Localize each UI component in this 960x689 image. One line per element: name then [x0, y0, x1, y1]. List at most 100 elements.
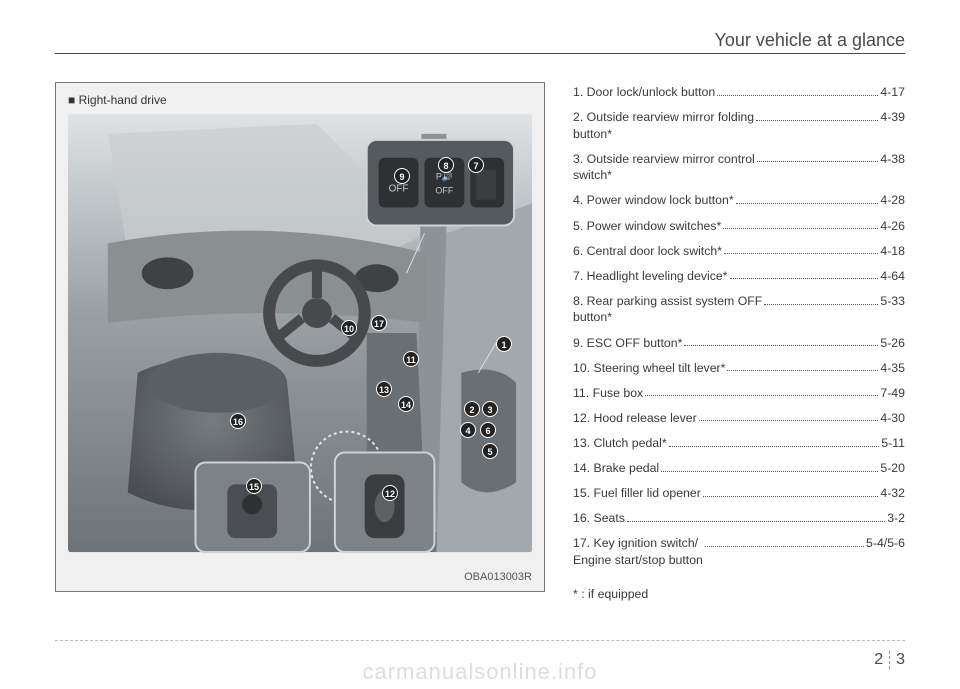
item-page: 4-18: [880, 243, 905, 260]
callout-marker: 16: [230, 413, 246, 429]
item-page: 4-30: [880, 410, 905, 427]
leader-dots: [705, 535, 864, 547]
leader-dots: [723, 218, 878, 230]
item-page: 4-39: [880, 109, 905, 142]
leader-dots: [724, 243, 878, 255]
page-number-separator: [889, 651, 890, 669]
list-item: 15. Fuel filler lid opener 4-32: [573, 485, 905, 502]
leader-dots: [684, 335, 878, 347]
leader-dots: [699, 410, 879, 422]
item-text: 6. Central door lock switch*: [573, 243, 722, 260]
callout-marker: 6: [480, 422, 496, 438]
item-page: 4-28: [880, 192, 905, 209]
interior-illustration: OFF P🔊 OFF 7891017111: [68, 113, 532, 553]
equipped-footnote: * : if equipped: [573, 586, 905, 603]
list-item: 13. Clutch pedal* 5-11: [573, 435, 905, 452]
list-item: 10. Steering wheel tilt lever* 4-35: [573, 360, 905, 377]
list-item: 7. Headlight leveling device* 4-64: [573, 268, 905, 285]
item-text: 5. Power window switches*: [573, 218, 721, 235]
list-item: 2. Outside rearview mirror folding butto…: [573, 109, 905, 142]
callout-marker: 17: [371, 315, 387, 331]
item-text: 11. Fuse box: [573, 385, 643, 402]
section-number: 2: [874, 651, 883, 669]
reference-list: 1. Door lock/unlock button 4-17 2. Outside…: [573, 82, 905, 603]
item-page: 4-35: [880, 360, 905, 377]
callout-marker: 10: [341, 320, 357, 336]
callout-marker: 8: [438, 157, 454, 173]
list-item: 12. Hood release lever 4-30: [573, 410, 905, 427]
item-text: 9. ESC OFF button*: [573, 335, 682, 352]
leader-dots: [757, 151, 879, 163]
leader-dots: [756, 109, 878, 121]
item-text: 15. Fuel filler lid opener: [573, 485, 701, 502]
figure-code: OBA013003R: [464, 571, 532, 583]
callout-marker: 13: [376, 381, 392, 397]
item-page: 7-49: [880, 385, 905, 402]
item-page: 4-26: [880, 218, 905, 235]
item-page: 5-11: [881, 435, 905, 452]
item-text: 1. Door lock/unlock button: [573, 84, 715, 101]
callout-marker: 15: [246, 478, 262, 494]
list-item: 11. Fuse box 7-49: [573, 385, 905, 402]
page-header: Your vehicle at a glance: [55, 30, 905, 54]
list-item: 3. Outside rearview mirror control switc…: [573, 151, 905, 184]
list-item: 16. Seats 3-2: [573, 510, 905, 527]
list-item: 5. Power window switches* 4-26: [573, 218, 905, 235]
leader-dots: [645, 385, 878, 397]
watermark-text: carmanualsonline.info: [0, 659, 960, 685]
figure-container: ■ Right-hand drive: [55, 82, 545, 592]
list-item: 4. Power window lock button* 4-28: [573, 192, 905, 209]
list-item: 8. Rear parking assist system OFF button…: [573, 293, 905, 326]
callout-marker: 12: [382, 485, 398, 501]
leader-dots: [627, 510, 885, 522]
content-row: ■ Right-hand drive: [55, 82, 905, 603]
list-item: 17. Key ignition switch/ Engine start/st…: [573, 535, 905, 568]
page-index: 3: [896, 651, 905, 669]
callout-marker: 3: [482, 401, 498, 417]
callout-marker: 7: [468, 157, 484, 173]
leader-dots: [730, 268, 879, 280]
item-page: 5-20: [880, 460, 905, 477]
item-page: 4-32: [880, 485, 905, 502]
item-text: 10. Steering wheel tilt lever*: [573, 360, 725, 377]
callout-marker: 9: [394, 168, 410, 184]
leader-dots: [717, 84, 878, 96]
page-number: 2 3: [874, 651, 905, 669]
marker-layer: 7891017111314161234651512: [68, 113, 532, 553]
leader-dots: [661, 460, 878, 472]
list-item: 1. Door lock/unlock button 4-17: [573, 84, 905, 101]
item-text: 14. Brake pedal: [573, 460, 659, 477]
list-item: 14. Brake pedal 5-20: [573, 460, 905, 477]
leader-dots: [736, 192, 879, 204]
footer-divider: [55, 640, 905, 641]
leader-dots: [764, 293, 878, 305]
item-text: 4. Power window lock button*: [573, 192, 734, 209]
callout-marker: 4: [460, 422, 476, 438]
item-text: 13. Clutch pedal*: [573, 435, 667, 452]
item-text: 7. Headlight leveling device*: [573, 268, 728, 285]
item-page: 4-17: [880, 84, 905, 101]
leader-dots: [727, 360, 878, 372]
item-page: 5-4/5-6: [866, 535, 905, 568]
item-text: 16. Seats: [573, 510, 625, 527]
item-page: 5-33: [880, 293, 905, 326]
item-page: 4-38: [880, 151, 905, 184]
callout-marker: 11: [403, 351, 419, 367]
callout-marker: 5: [482, 443, 498, 459]
item-text: 8. Rear parking assist system OFF button…: [573, 293, 762, 326]
callout-marker: 14: [398, 396, 414, 412]
callout-marker: 1: [496, 336, 512, 352]
page-title: Your vehicle at a glance: [715, 30, 905, 51]
item-text: 12. Hood release lever: [573, 410, 697, 427]
leader-dots: [669, 435, 880, 447]
item-text: 3. Outside rearview mirror control switc…: [573, 151, 755, 184]
list-item: 9. ESC OFF button* 5-26: [573, 335, 905, 352]
item-text: 17. Key ignition switch/ Engine start/st…: [573, 535, 703, 568]
item-text: 2. Outside rearview mirror folding butto…: [573, 109, 754, 142]
figure-variant-label: ■ Right-hand drive: [68, 93, 532, 107]
item-page: 5-26: [880, 335, 905, 352]
manual-page: Your vehicle at a glance ■ Right-hand dr…: [0, 0, 960, 689]
leader-dots: [703, 485, 879, 497]
item-page: 4-64: [880, 268, 905, 285]
item-page: 3-2: [887, 510, 905, 527]
